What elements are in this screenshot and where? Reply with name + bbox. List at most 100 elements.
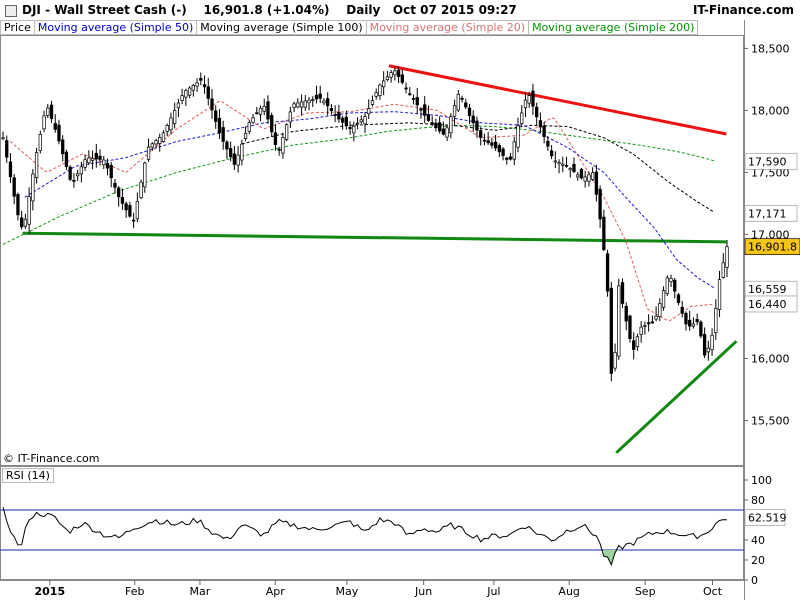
candle-body[interactable]	[557, 162, 561, 165]
candle-body[interactable]	[456, 93, 460, 111]
candle-body[interactable]	[486, 140, 490, 144]
candle-body[interactable]	[590, 172, 595, 180]
candle-body[interactable]	[165, 125, 169, 132]
candle-body[interactable]	[505, 157, 509, 160]
candle-body[interactable]	[38, 133, 42, 152]
candle-body[interactable]	[710, 334, 714, 351]
candle-body[interactable]	[16, 194, 20, 216]
candle-body[interactable]	[467, 107, 472, 116]
candle-body[interactable]	[98, 155, 102, 160]
candle-body[interactable]	[5, 140, 9, 158]
candle-body[interactable]	[452, 105, 457, 117]
candle-body[interactable]	[583, 176, 587, 182]
candle-body[interactable]	[72, 179, 76, 182]
candle-body[interactable]	[318, 93, 322, 99]
candle-body[interactable]	[146, 146, 151, 160]
candle-body[interactable]	[602, 216, 606, 250]
candle-body[interactable]	[46, 107, 50, 116]
candle-body[interactable]	[669, 278, 673, 282]
candle-body[interactable]	[79, 166, 84, 175]
candle-body[interactable]	[20, 217, 24, 228]
candle-body[interactable]	[109, 165, 113, 179]
candle-body[interactable]	[135, 201, 140, 220]
ma100-line[interactable]	[241, 122, 715, 213]
candle-body[interactable]	[520, 112, 524, 124]
candle-body[interactable]	[430, 122, 434, 125]
candle-body[interactable]	[243, 132, 248, 140]
candle-body[interactable]	[292, 103, 296, 108]
candle-body[interactable]	[423, 104, 427, 116]
candle-body[interactable]	[191, 85, 195, 91]
candle-body[interactable]	[228, 148, 233, 158]
legend-item-0[interactable]: Price	[0, 20, 35, 35]
candle-body[interactable]	[240, 143, 244, 161]
candle-body[interactable]	[650, 321, 655, 324]
candle-body[interactable]	[355, 122, 360, 125]
candle-body[interactable]	[184, 90, 188, 98]
candle-body[interactable]	[624, 305, 628, 322]
candle-body[interactable]	[284, 124, 289, 140]
candle-body[interactable]	[57, 124, 61, 142]
candle-body[interactable]	[348, 126, 352, 130]
candle-body[interactable]	[613, 352, 617, 369]
candle-body[interactable]	[266, 101, 270, 120]
trendline-support-rising[interactable]	[615, 340, 738, 454]
candle-body[interactable]	[352, 125, 356, 134]
candle-body[interactable]	[695, 319, 699, 323]
candle-body[interactable]	[721, 262, 725, 278]
candle-body[interactable]	[161, 132, 166, 142]
candle-body[interactable]	[587, 174, 591, 182]
candle-body[interactable]	[579, 168, 584, 179]
candle-body[interactable]	[542, 125, 546, 138]
candle-body[interactable]	[314, 94, 319, 100]
candle-body[interactable]	[61, 139, 65, 155]
candle-body[interactable]	[702, 334, 707, 356]
candle-body[interactable]	[512, 141, 516, 160]
candle-body[interactable]	[620, 282, 625, 304]
candle-body[interactable]	[393, 70, 397, 76]
candle-body[interactable]	[479, 130, 483, 138]
candle-body[interactable]	[173, 110, 177, 124]
candle-body[interactable]	[363, 116, 367, 125]
candle-body[interactable]	[501, 148, 505, 156]
candle-body[interactable]	[105, 162, 110, 169]
candle-body[interactable]	[706, 347, 710, 353]
candle-body[interactable]	[262, 105, 266, 112]
candle-body[interactable]	[326, 98, 330, 107]
candle-body[interactable]	[635, 336, 640, 347]
candle-body[interactable]	[270, 115, 274, 133]
candle-body[interactable]	[337, 111, 341, 120]
candle-body[interactable]	[258, 107, 263, 115]
candle-body[interactable]	[367, 108, 371, 115]
candle-body[interactable]	[594, 171, 599, 195]
candle-body[interactable]	[725, 246, 729, 268]
candle-body[interactable]	[408, 93, 412, 96]
candle-body[interactable]	[232, 153, 237, 165]
candle-body[interactable]	[49, 104, 54, 120]
candle-body[interactable]	[497, 145, 502, 153]
legend-item-2[interactable]: Moving average (Simple 100)	[196, 20, 367, 35]
candle-body[interactable]	[68, 166, 72, 180]
candle-body[interactable]	[143, 162, 147, 188]
rsi-line[interactable]	[2, 506, 728, 567]
candle-body[interactable]	[426, 114, 431, 121]
candle-body[interactable]	[676, 294, 681, 304]
candle-body[interactable]	[654, 315, 658, 320]
trendline-support-horizontal[interactable]	[22, 231, 727, 244]
candle-body[interactable]	[415, 97, 419, 106]
candle-body[interactable]	[475, 120, 479, 131]
candle-body[interactable]	[464, 102, 468, 108]
candle-body[interactable]	[482, 139, 487, 142]
candle-body[interactable]	[646, 322, 651, 325]
candle-body[interactable]	[680, 306, 684, 314]
candle-body[interactable]	[217, 117, 222, 134]
candle-body[interactable]	[609, 287, 613, 374]
candle-body[interactable]	[665, 277, 669, 294]
candle-body[interactable]	[572, 163, 576, 172]
candle-body[interactable]	[598, 188, 602, 220]
candle-body[interactable]	[94, 152, 98, 160]
candle-body[interactable]	[714, 308, 718, 333]
candle-body[interactable]	[389, 72, 393, 78]
candle-body[interactable]	[490, 142, 494, 146]
